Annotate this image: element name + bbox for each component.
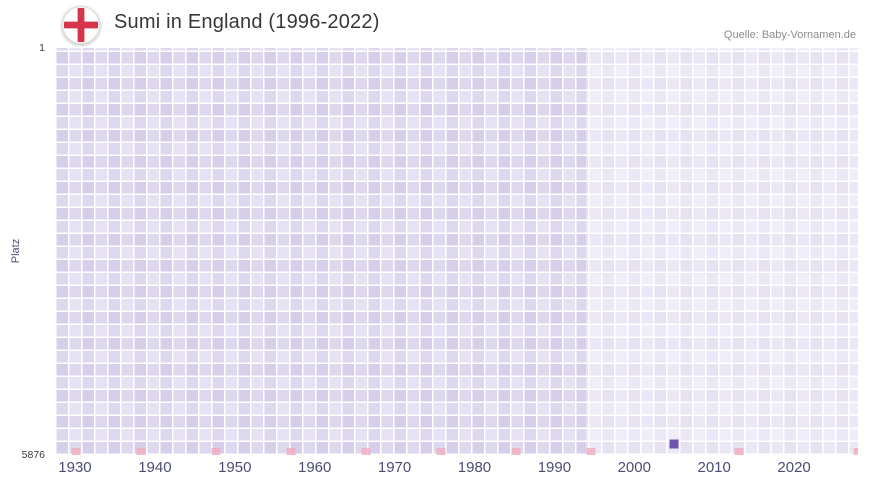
x-tick-label: 1980 [457,459,492,476]
y-tick-label: 1 [39,42,45,54]
x-tick-label: 1940 [138,459,172,476]
x-tick-label: 2000 [617,459,651,476]
x-tick-label: 1950 [218,459,252,476]
x-tick-label: 1960 [297,459,332,476]
points-layer [55,48,858,455]
pink-tick-mark [361,448,371,455]
pink-tick-mark [511,448,521,455]
plot-area [55,48,858,455]
y-tick-label: 5876 [21,449,45,461]
pink-tick-mark [436,448,446,455]
decade-marks [55,48,858,455]
x-tick-label: 2010 [697,459,731,476]
x-tick-label: 1970 [377,459,412,476]
x-tick-labels: 1930 1940 1950 1960 1970 1980 1990 2000 2010 2020 [55,459,858,481]
pink-tick-mark [853,448,858,455]
y-axis-title: Platz [10,238,22,264]
data-point [669,439,679,449]
x-tick-label: 1990 [537,459,572,476]
page-title: Sumi in England (1996-2022) [114,11,380,33]
x-tick-label: 2020 [777,459,811,476]
y-tick-labels: 1 5876 [0,42,50,461]
pink-tick-mark [71,448,81,455]
pink-tick-mark [586,448,596,455]
chart-header: Sumi in England (1996-2022) Quelle: Baby… [0,0,873,48]
x-tick-label: 1930 [58,459,92,476]
england-flag-icon [61,5,101,45]
pink-tick-mark [734,448,744,455]
pink-tick-mark [136,448,146,455]
pink-tick-mark [286,448,296,455]
pink-tick-mark [211,448,221,455]
source-credit: Quelle: Baby-Vornamen.de [723,29,856,41]
